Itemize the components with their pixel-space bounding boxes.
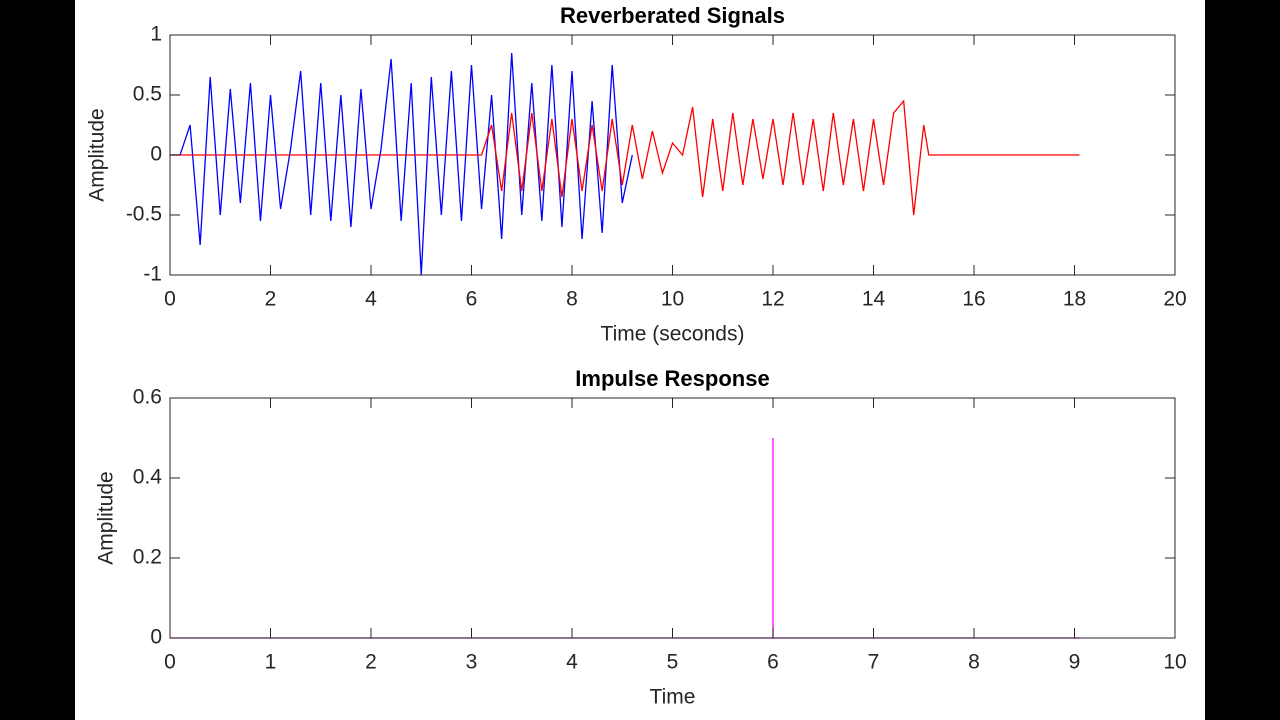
axes: 0 1 2 3 4 5 6 7 8 9 10 0 0.2 0.4 0.6 Impulse Response Ti… [95,366,1187,709]
chart-title: Impulse Response [575,366,769,391]
x-tick-label: 16 [962,288,985,311]
x-tick-label: 4 [566,651,578,674]
x-tick-label: 10 [1163,651,1186,674]
y-axis-label: Amplitude [86,108,109,201]
chart-title: Reverberated Signals [560,3,785,28]
x-tick-label: 8 [566,288,578,311]
x-axis-label: Time [650,686,696,709]
x-tick-label: 8 [968,651,980,674]
x-tick-label: 3 [466,651,478,674]
y-tick-label: -0.5 [126,203,162,226]
x-tick-label: 14 [862,288,886,311]
signal-line [170,99,1080,216]
x-tick-label: 7 [868,651,880,674]
x-tick-label: 5 [667,651,679,674]
x-axis-label: Time (seconds) [601,323,745,346]
plot-area [170,398,1175,638]
x-tick-label: 4 [365,288,377,311]
axes: 0 2 4 6 8 10 12 14 16 18 20 -1 -0.5 0 0.5 1 Reverberated… [86,3,1187,346]
x-tick-label: 12 [761,288,784,311]
y-tick-label: 0.6 [133,386,162,409]
y-tick-label: 0 [150,143,162,166]
x-tick-label: 2 [265,288,277,311]
x-tick-label: 10 [661,288,684,311]
x-tick-label: 6 [466,288,478,311]
x-tick-label: 0 [164,288,176,311]
x-tick-label: 2 [365,651,377,674]
x-tick-label: 6 [767,651,779,674]
y-tick-label: 1 [150,23,162,46]
x-tick-label: 18 [1063,288,1086,311]
x-tick-label: 1 [265,651,277,674]
y-tick-label: 0.2 [133,546,162,569]
y-axis-label: Amplitude [95,471,118,564]
x-tick-label: 0 [164,651,176,674]
x-tick-label: 20 [1163,288,1186,311]
x-tick-label: 9 [1069,651,1081,674]
y-tick-label: -1 [143,263,162,286]
y-tick-label: 0.5 [133,83,162,106]
signal-line [170,52,633,276]
y-tick-label: 0.4 [133,466,163,489]
y-tick-label: 0 [150,626,162,649]
